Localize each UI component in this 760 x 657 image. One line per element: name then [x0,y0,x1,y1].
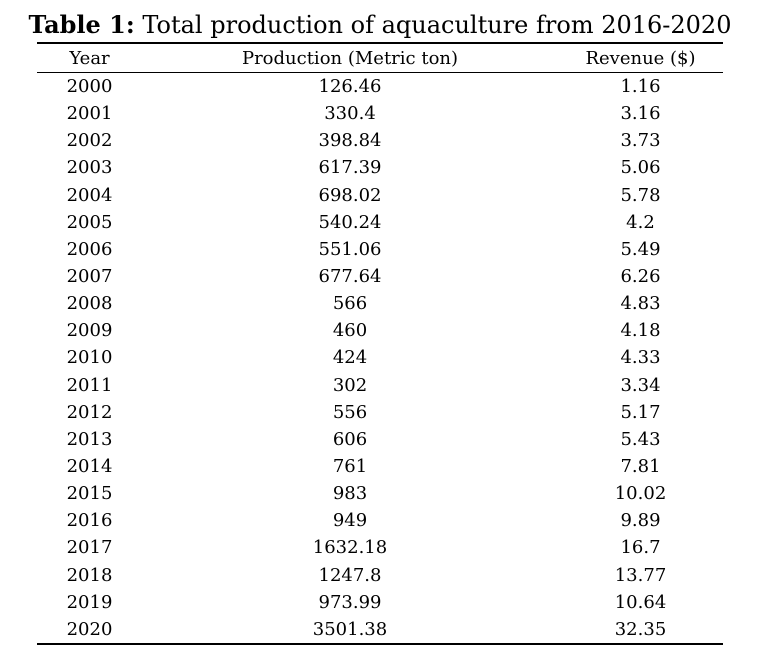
cell-year: 2006 [66,238,113,260]
cell-revenue: 5.43 [620,428,661,450]
cell-year: 2002 [66,130,113,152]
cell-year: 2016 [66,510,113,532]
header-production: Production (Metric ton) [241,48,459,69]
cell-revenue: 10.64 [614,591,667,613]
cell-year: 2017 [66,537,113,559]
cell-revenue: 7.81 [620,455,661,477]
cell-year: 2018 [66,564,113,586]
cell-year: 2003 [66,157,113,179]
cell-production: 949 [332,510,368,532]
cell-year: 2011 [66,374,113,396]
cell-revenue: 5.17 [620,401,661,423]
header-year: Year [69,48,110,69]
table-caption-text: Total production of aquaculture from 201… [142,11,732,39]
header-revenue: Revenue ($) [585,48,696,69]
cell-year: 2015 [66,483,113,505]
cell-year: 2019 [66,591,113,613]
table-row: 2004 698.02 5.78 [37,182,723,209]
cell-production: 3501.38 [312,618,388,640]
cell-production: 617.39 [318,157,382,179]
cell-year: 2008 [66,293,113,315]
cell-year: 2005 [66,211,113,233]
table-top-rule [37,42,723,44]
cell-production: 677.64 [318,265,382,287]
cell-year: 2007 [66,265,113,287]
table-row: 2020 3501.38 32.35 [37,616,723,643]
table-row: 2009 460 4.18 [37,317,723,344]
cell-year: 2013 [66,428,113,450]
cell-revenue: 5.06 [620,157,661,179]
table-caption-label: Table 1: [28,10,135,39]
cell-revenue: 6.26 [620,265,661,287]
table-row: 2011 302 3.34 [37,372,723,399]
cell-year: 2014 [66,455,113,477]
table-row: 2017 1632.18 16.7 [37,534,723,561]
cell-year: 2001 [66,103,113,125]
table-row: 2018 1247.8 13.77 [37,562,723,589]
cell-year: 2010 [66,347,113,369]
cell-production: 460 [332,320,368,342]
cell-revenue: 3.73 [620,130,661,152]
table-caption: Table 1: Total production of aquaculture… [0,8,760,42]
cell-production: 398.84 [318,130,382,152]
cell-production: 551.06 [318,238,382,260]
table-row: 2012 556 5.17 [37,399,723,426]
cell-year: 2009 [66,320,113,342]
cell-year: 2020 [66,618,113,640]
cell-revenue: 9.89 [620,510,661,532]
cell-production: 566 [332,293,368,315]
table-row: 2010 424 4.33 [37,344,723,371]
cell-revenue: 32.35 [614,618,667,640]
cell-revenue: 4.33 [620,347,661,369]
cell-revenue: 3.16 [620,103,661,125]
cell-production: 973.99 [318,591,382,613]
cell-production: 983 [332,483,368,505]
cell-production: 556 [332,401,368,423]
cell-production: 606 [332,428,368,450]
cell-production: 1247.8 [318,564,382,586]
cell-year: 2012 [66,401,113,423]
table-row: 2013 606 5.43 [37,426,723,453]
cell-revenue: 3.34 [620,374,661,396]
cell-revenue: 10.02 [614,483,667,505]
cell-year: 2000 [66,76,113,97]
table-row: 2016 949 9.89 [37,507,723,534]
table-body: 2000 126.46 1.16 2001 330.4 3.16 2002 398.84 3.7… [0,73,760,643]
table-row: 2007 677.64 6.26 [37,263,723,290]
table-header-row: Year Production (Metric ton) Revenue ($) [37,45,723,72]
table-row: 2015 983 10.02 [37,480,723,507]
table-row: 2006 551.06 5.49 [37,236,723,263]
cell-revenue: 4.83 [620,293,661,315]
cell-revenue: 13.77 [614,564,667,586]
cell-year: 2004 [66,184,113,206]
cell-revenue: 5.49 [620,238,661,260]
cell-revenue: 4.2 [626,211,655,233]
cell-production: 330.4 [324,103,376,125]
cell-revenue: 1.16 [620,76,661,97]
cell-production: 761 [332,455,368,477]
table-row: 2001 330.4 3.16 [37,100,723,127]
table-row: 2005 540.24 4.2 [37,209,723,236]
cell-production: 540.24 [318,211,382,233]
table-row: 2003 617.39 5.06 [37,154,723,181]
cell-revenue: 5.78 [620,184,661,206]
table-header-rule [37,72,723,73]
table-row: 2002 398.84 3.73 [37,127,723,154]
cell-production: 698.02 [318,184,382,206]
cell-production: 1632.18 [312,537,388,559]
cell-production: 302 [332,374,368,396]
cell-production: 126.46 [318,76,382,97]
table-row: 2008 566 4.83 [37,290,723,317]
table-row: 2014 761 7.81 [37,453,723,480]
table-row: 2019 973.99 10.64 [37,589,723,616]
cell-production: 424 [332,347,368,369]
cell-revenue: 16.7 [620,537,661,559]
table-row: 2000 126.46 1.16 [37,73,723,100]
cell-revenue: 4.18 [620,320,661,342]
table-bottom-rule [37,643,723,645]
